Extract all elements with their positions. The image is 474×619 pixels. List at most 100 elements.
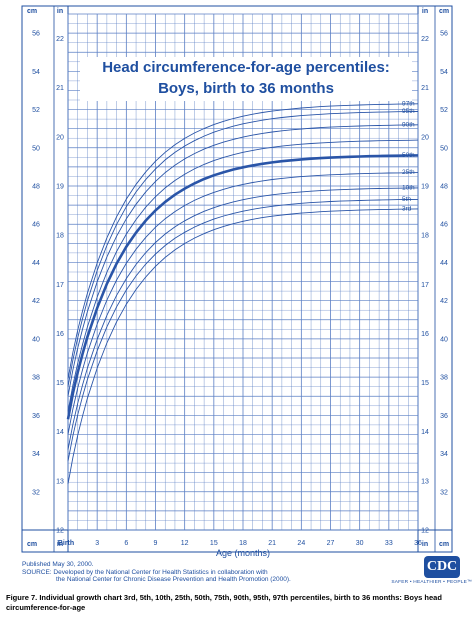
- y-tick-label-cm: 32: [440, 489, 448, 496]
- y-unit-cm-bottom-right: cm: [439, 541, 449, 548]
- y-tick-label-cm: 36: [32, 413, 40, 420]
- y-tick-label-in: 18: [56, 233, 64, 240]
- x-tick-label: 12: [181, 540, 189, 547]
- y-tick-label-cm: 42: [440, 298, 448, 305]
- y-tick-label-cm: 34: [32, 451, 40, 458]
- x-tick-label: 27: [327, 540, 335, 547]
- y-tick-label-cm: 52: [440, 107, 448, 114]
- y-tick-label-in: 18: [421, 233, 429, 240]
- y-tick-label-cm: 56: [440, 31, 448, 38]
- y-unit-in-top-right: in: [422, 8, 428, 15]
- y-tick-label-cm: 56: [32, 31, 40, 38]
- source-line-1: SOURCE: Developed by the National Center…: [22, 568, 268, 576]
- series-line-95th: [67, 111, 419, 387]
- x-tick-label: 15: [210, 540, 218, 547]
- chart-title: Head circumference-for-age percentiles:: [102, 59, 390, 76]
- x-tick-label: 21: [268, 540, 276, 547]
- series-label-95th: 95th: [402, 108, 415, 115]
- chart-subtitle: Boys, birth to 36 months: [158, 80, 334, 97]
- x-axis-label: Age (months): [216, 548, 270, 558]
- y-tick-label-in: 14: [421, 429, 429, 436]
- y-tick-label-cm: 38: [440, 375, 448, 382]
- series-line-75th: [67, 139, 419, 412]
- y-tick-label-in: 19: [421, 184, 429, 191]
- x-tick-label: 36: [414, 540, 422, 547]
- y-tick-label-cm: 44: [32, 260, 40, 267]
- x-tick-label: 33: [385, 540, 393, 547]
- y-tick-label-in: 21: [421, 85, 429, 92]
- series-label-10th: 10th: [402, 184, 415, 191]
- series-line-10th: [67, 187, 419, 450]
- chart-border: [21, 5, 453, 553]
- series-label-25th: 25th: [402, 169, 415, 176]
- figure-caption: Figure 7. Individual growth chart 3rd, 5…: [6, 593, 442, 612]
- y-tick-label-cm: 54: [32, 69, 40, 76]
- series-line-50th: [66, 154, 419, 420]
- y-tick-label-in: 15: [421, 380, 429, 387]
- y-tick-label-in: 20: [56, 134, 64, 141]
- x-tick-label: 3: [95, 540, 99, 547]
- x-tick-label: 9: [154, 540, 158, 547]
- y-tick-label-in: 13: [421, 478, 429, 485]
- y-tick-label-in: 16: [56, 331, 64, 338]
- y-tick-label-in: 17: [421, 282, 429, 289]
- y-tick-label-in: 12: [421, 528, 429, 535]
- y-tick-label-cm: 36: [440, 413, 448, 420]
- y-tick-label-in: 22: [56, 36, 64, 43]
- y-tick-label-cm: 38: [32, 375, 40, 382]
- x-tick-label: 6: [124, 540, 128, 547]
- y-tick-label-in: 19: [56, 184, 64, 191]
- x-tick-label: 18: [239, 540, 247, 547]
- y-unit-cm-bottom-left: cm: [27, 541, 37, 548]
- series-line-90th: [67, 124, 419, 397]
- y-tick-label-in: 13: [56, 478, 64, 485]
- source-line-2: the National Center for Chronic Disease …: [56, 576, 291, 583]
- y-unit-cm-top-left: cm: [27, 8, 37, 15]
- y-tick-label-cm: 34: [440, 451, 448, 458]
- cdc-tagline: SAFER • HEALTHIER • PEOPLE™: [391, 580, 472, 585]
- series-line-3rd: [67, 208, 419, 485]
- y-tick-label-cm: 42: [32, 298, 40, 305]
- y-tick-label-cm: 44: [440, 260, 448, 267]
- x-tick-label: Birth: [58, 540, 74, 547]
- y-tick-label-cm: 54: [440, 69, 448, 76]
- y-tick-label-in: 12: [56, 528, 64, 535]
- percentile-curves: [66, 103, 419, 485]
- y-tick-label-in: 17: [56, 282, 64, 289]
- y-tick-label-cm: 40: [32, 336, 40, 343]
- source-note: Published May 30, 2000. SOURCE: Develope…: [22, 561, 382, 584]
- series-label-5th: 5th: [402, 196, 411, 203]
- y-tick-label-cm: 40: [440, 336, 448, 343]
- published-date: Published May 30, 2000.: [22, 561, 94, 568]
- y-tick-label-cm: 50: [440, 145, 448, 152]
- y-tick-label-cm: 50: [32, 145, 40, 152]
- x-tick-label: 30: [356, 540, 364, 547]
- y-unit-in-top-left: in: [57, 8, 63, 15]
- series-label-97th: 97th: [402, 100, 415, 107]
- y-tick-label-in: 16: [421, 331, 429, 338]
- cdc-logo-icon: CDC: [424, 556, 460, 578]
- y-tick-label-cm: 52: [32, 107, 40, 114]
- y-unit-in-bottom-right: in: [422, 541, 428, 548]
- y-tick-label-in: 14: [56, 429, 64, 436]
- y-tick-label-cm: 32: [32, 489, 40, 496]
- y-tick-label-in: 22: [421, 36, 429, 43]
- series-label-90th: 90th: [402, 121, 415, 128]
- y-tick-label-cm: 46: [440, 222, 448, 229]
- series-line-25th: [67, 172, 419, 435]
- y-tick-label-cm: 48: [440, 184, 448, 191]
- y-tick-label-in: 15: [56, 380, 64, 387]
- series-line-97th: [67, 103, 419, 380]
- y-tick-label-in: 21: [56, 85, 64, 92]
- series-line-5th: [67, 198, 419, 462]
- y-unit-cm-top-right: cm: [439, 8, 449, 15]
- chart-title-box: Head circumference-for-age percentiles: …: [80, 57, 412, 101]
- x-tick-label: 24: [297, 540, 305, 547]
- y-tick-label-cm: 46: [32, 222, 40, 229]
- y-unit-in-bottom-left: in: [57, 541, 63, 548]
- y-tick-label-in: 20: [421, 134, 429, 141]
- series-label-3rd: 3rd: [402, 205, 412, 212]
- series-label-50th: 50th: [402, 152, 415, 159]
- y-tick-label-cm: 48: [32, 184, 40, 191]
